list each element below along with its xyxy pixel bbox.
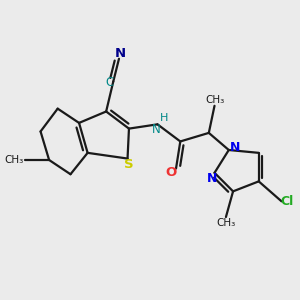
Text: Cl: Cl — [280, 195, 294, 208]
Text: O: O — [165, 166, 176, 179]
Text: CH₃: CH₃ — [216, 218, 236, 228]
Text: N: N — [115, 47, 126, 60]
Text: N: N — [152, 123, 161, 136]
Text: N: N — [230, 141, 240, 154]
Text: CH₃: CH₃ — [4, 155, 23, 165]
Text: C: C — [105, 76, 113, 89]
Text: N: N — [206, 172, 217, 185]
Text: CH₃: CH₃ — [205, 94, 224, 104]
Text: H: H — [160, 113, 168, 123]
Text: S: S — [124, 158, 134, 171]
